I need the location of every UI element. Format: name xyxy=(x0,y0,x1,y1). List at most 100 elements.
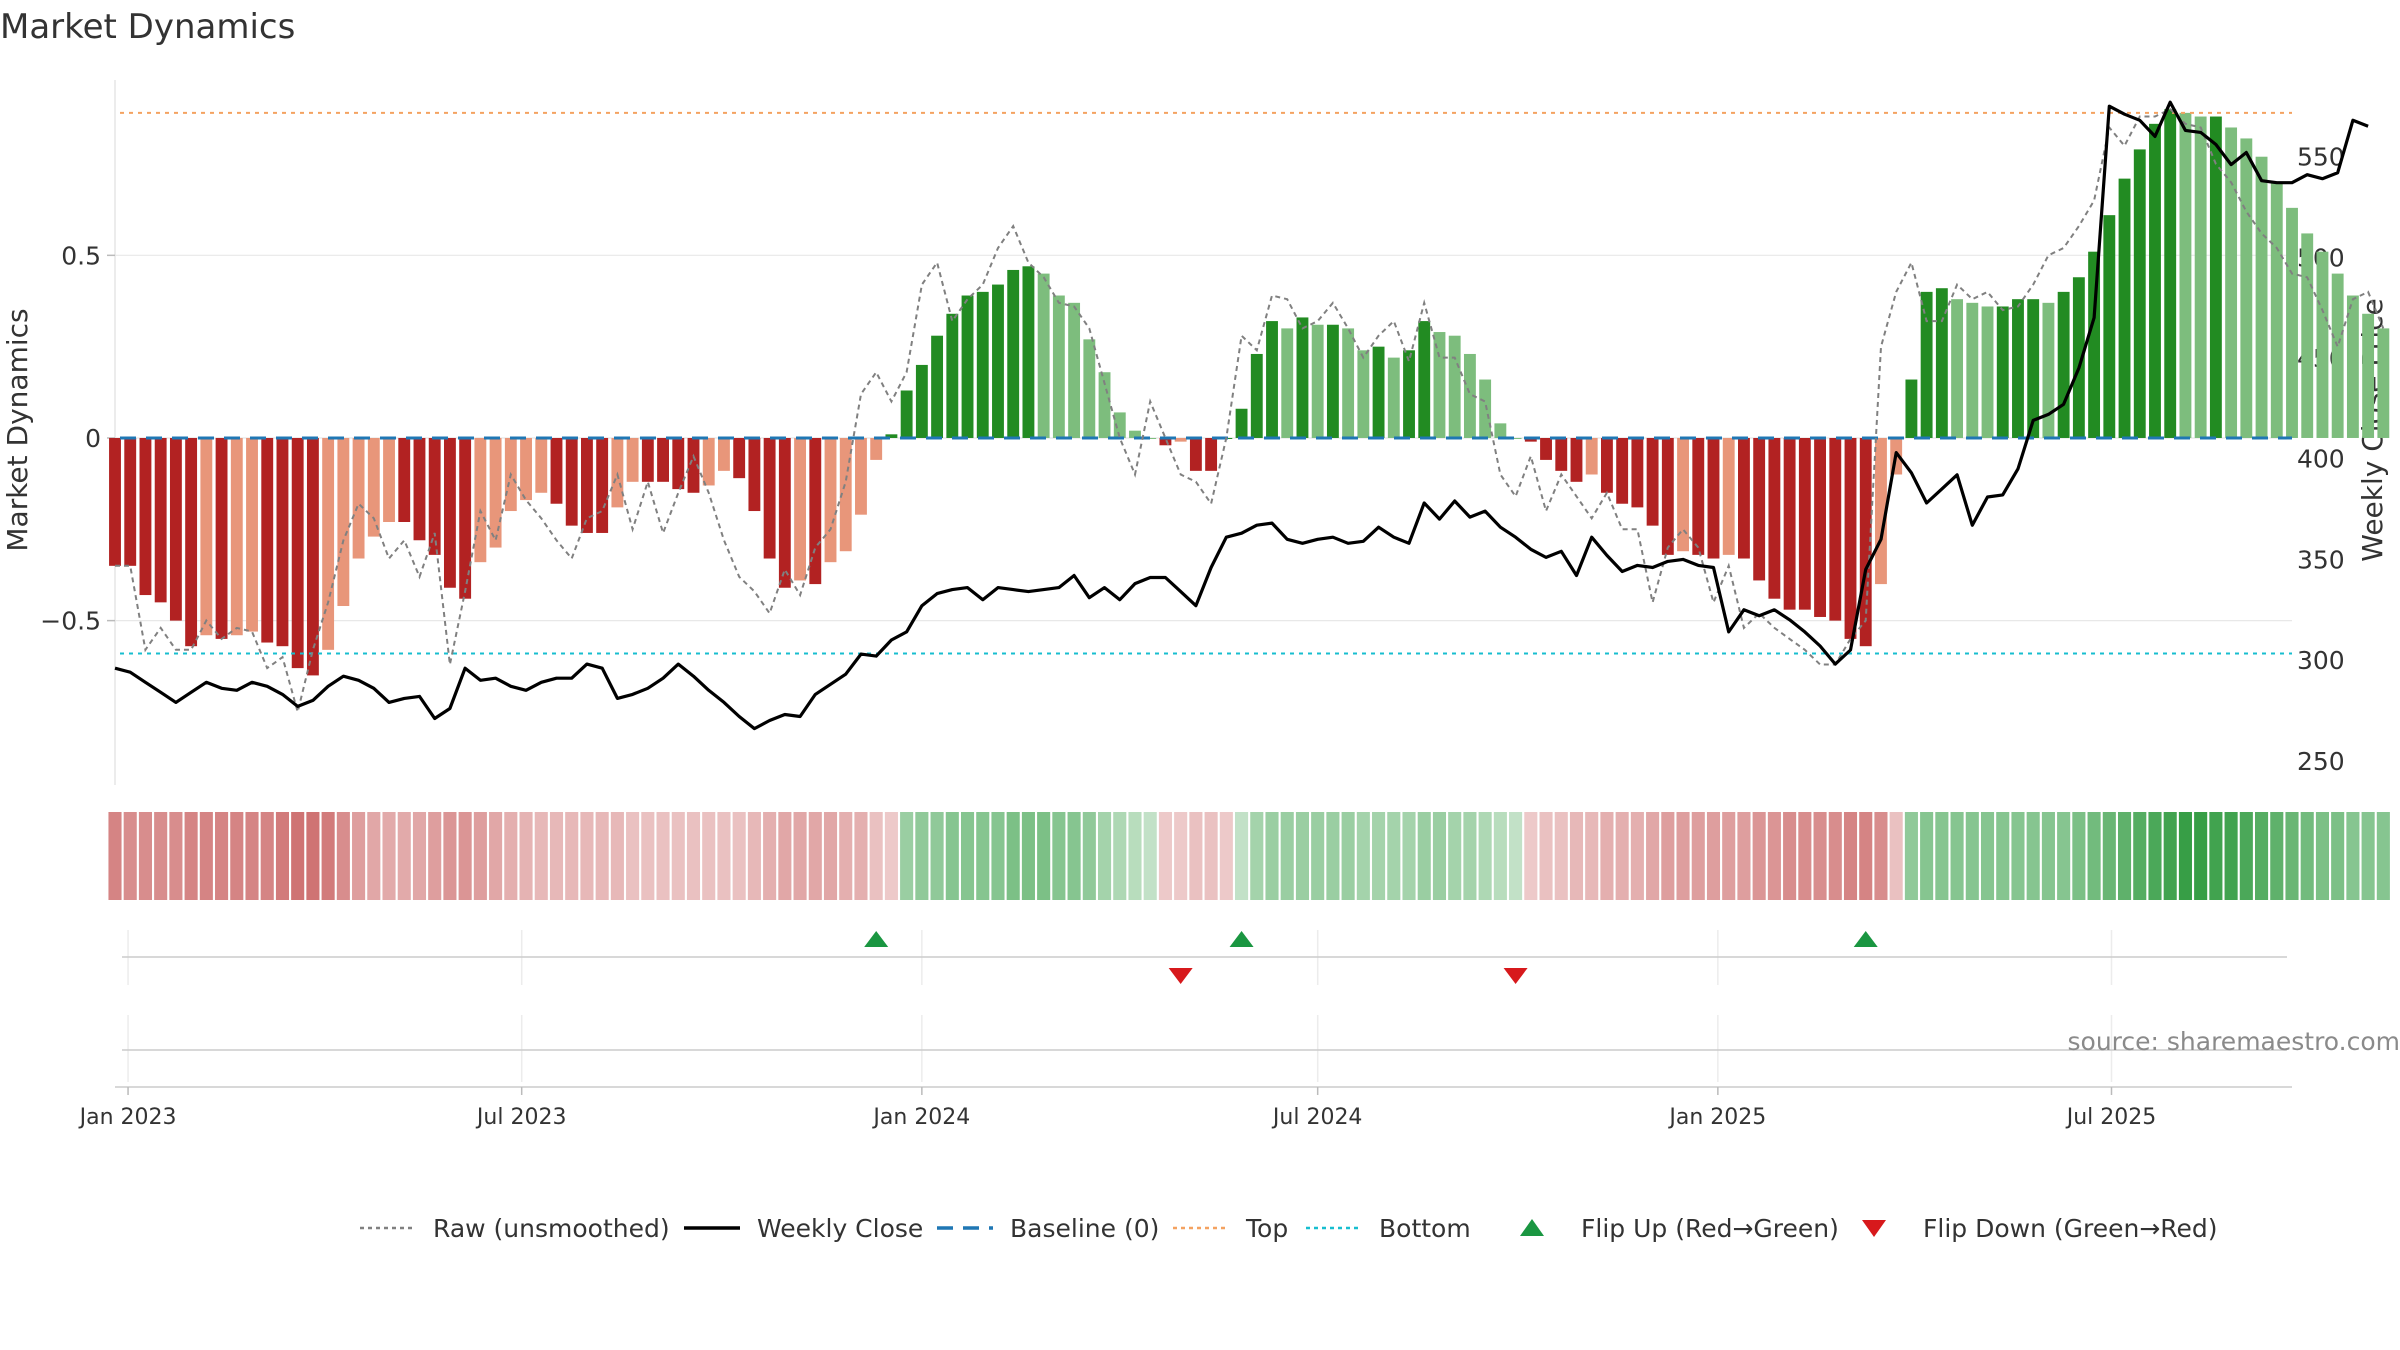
dynamics-bar xyxy=(1098,372,1111,438)
reference-lines xyxy=(120,111,2292,655)
dynamics-bar xyxy=(1875,437,1887,585)
regime-cell xyxy=(1874,812,1888,900)
x-tick-label: Jan 2023 xyxy=(78,1105,177,1130)
dynamics-bar xyxy=(1555,437,1568,471)
regime-cell xyxy=(1904,812,1918,900)
dynamics-bar xyxy=(718,437,730,471)
dynamics-bar xyxy=(1859,437,1872,647)
regime-cell xyxy=(656,812,670,900)
regime-cell xyxy=(869,812,883,900)
regime-cell xyxy=(1143,812,1157,900)
dynamics-bar xyxy=(337,437,350,607)
regime-cell xyxy=(976,812,990,900)
dynamics-bar xyxy=(976,291,989,438)
dynamics-bar xyxy=(352,437,365,559)
dynamics-bar xyxy=(1631,437,1644,508)
dynamics-bar xyxy=(1479,379,1492,438)
dynamics-bar xyxy=(1829,437,1842,621)
flip-down-marker xyxy=(1503,968,1528,984)
legend-item: Flip Up (Red→Green) xyxy=(1520,1214,1839,1243)
dynamics-bar xyxy=(2225,127,2238,438)
regime-cell xyxy=(473,812,487,900)
dynamics-bar xyxy=(626,437,639,482)
regime-cell xyxy=(1509,812,1523,900)
dynamics-bar xyxy=(1920,291,1933,438)
regime-cell xyxy=(321,812,335,900)
regime-cell xyxy=(2087,812,2101,900)
dynamics-bar xyxy=(1174,437,1187,442)
dynamics-bar xyxy=(931,335,944,438)
regime-cell xyxy=(778,812,792,900)
dynamics-bar xyxy=(2012,299,2024,438)
regime-cell xyxy=(945,812,959,900)
dynamics-bar xyxy=(1022,266,1035,438)
regime-cell xyxy=(686,812,701,900)
dynamics-bar xyxy=(276,437,289,647)
regime-cell xyxy=(1722,812,1736,900)
dynamics-bar xyxy=(1007,269,1020,438)
regime-cell xyxy=(489,812,503,900)
regime-cell xyxy=(702,812,716,900)
regime-cell xyxy=(671,812,685,900)
dynamics-bar xyxy=(1448,335,1461,438)
dynamics-bar xyxy=(1753,437,1766,581)
dynamics-bar xyxy=(1052,295,1065,438)
dynamics-bar xyxy=(565,437,578,526)
dynamics-bar xyxy=(1646,437,1659,526)
regime-cell xyxy=(1646,812,1660,900)
dynamics-bar xyxy=(1935,288,1948,438)
regime-cell xyxy=(1965,812,1979,900)
left-tick-label: −0.5 xyxy=(40,607,101,636)
regime-cell xyxy=(580,812,594,900)
dynamics-bar xyxy=(824,437,837,563)
legend-item: Top xyxy=(1173,1214,1288,1243)
dynamics-bar xyxy=(1996,306,2009,438)
dynamics-bar xyxy=(367,437,380,537)
regime-cell xyxy=(808,812,822,900)
bottom-panel xyxy=(122,1015,2287,1082)
dynamics-bar xyxy=(2331,273,2344,438)
dynamics-bar xyxy=(398,437,411,522)
regime-cell xyxy=(900,812,914,900)
dynamics-bar xyxy=(687,437,700,493)
regime-cell xyxy=(1828,812,1842,900)
dynamics-bar xyxy=(124,437,137,566)
dynamics-bar xyxy=(1616,437,1629,504)
dynamics-bar xyxy=(839,437,852,552)
regime-cell xyxy=(1448,812,1462,900)
dynamics-bar xyxy=(794,437,807,581)
dynamics-bar xyxy=(443,437,456,588)
dynamics-bar xyxy=(2346,295,2359,438)
regime-cell xyxy=(1021,812,1035,900)
regime-cell xyxy=(1402,812,1416,900)
regime-cell xyxy=(717,812,731,900)
regime-cell xyxy=(534,812,548,900)
dynamics-bar xyxy=(2133,149,2146,438)
regime-cell xyxy=(1326,812,1340,900)
dynamics-bar xyxy=(1585,437,1598,475)
dynamics-bar xyxy=(322,437,335,650)
regime-cell xyxy=(1052,812,1066,900)
regime-cell xyxy=(1798,812,1812,900)
right-tick-label: 250 xyxy=(2297,747,2345,776)
dynamics-bar xyxy=(885,434,898,438)
flip-up-marker xyxy=(1229,931,1254,947)
dynamics-bar xyxy=(2118,178,2131,438)
regime-cell xyxy=(2361,812,2375,900)
regime-cell xyxy=(1996,812,2010,900)
regime-cell xyxy=(169,812,183,900)
dynamics-bar xyxy=(1159,437,1172,446)
dynamics-bar xyxy=(1509,437,1522,439)
dynamics-bar xyxy=(1311,324,1324,438)
regime-cell xyxy=(732,812,746,900)
regime-cell xyxy=(1280,812,1294,900)
dynamics-bar xyxy=(215,437,228,639)
legend-label: Top xyxy=(1245,1214,1288,1243)
dynamics-bar xyxy=(2149,123,2161,438)
dynamics-bar xyxy=(1814,437,1827,617)
legend-item: Baseline (0) xyxy=(937,1214,1159,1243)
regime-cell xyxy=(2011,812,2025,900)
dynamics-bar xyxy=(763,437,776,559)
legend-label: Flip Up (Red→Green) xyxy=(1581,1214,1839,1243)
